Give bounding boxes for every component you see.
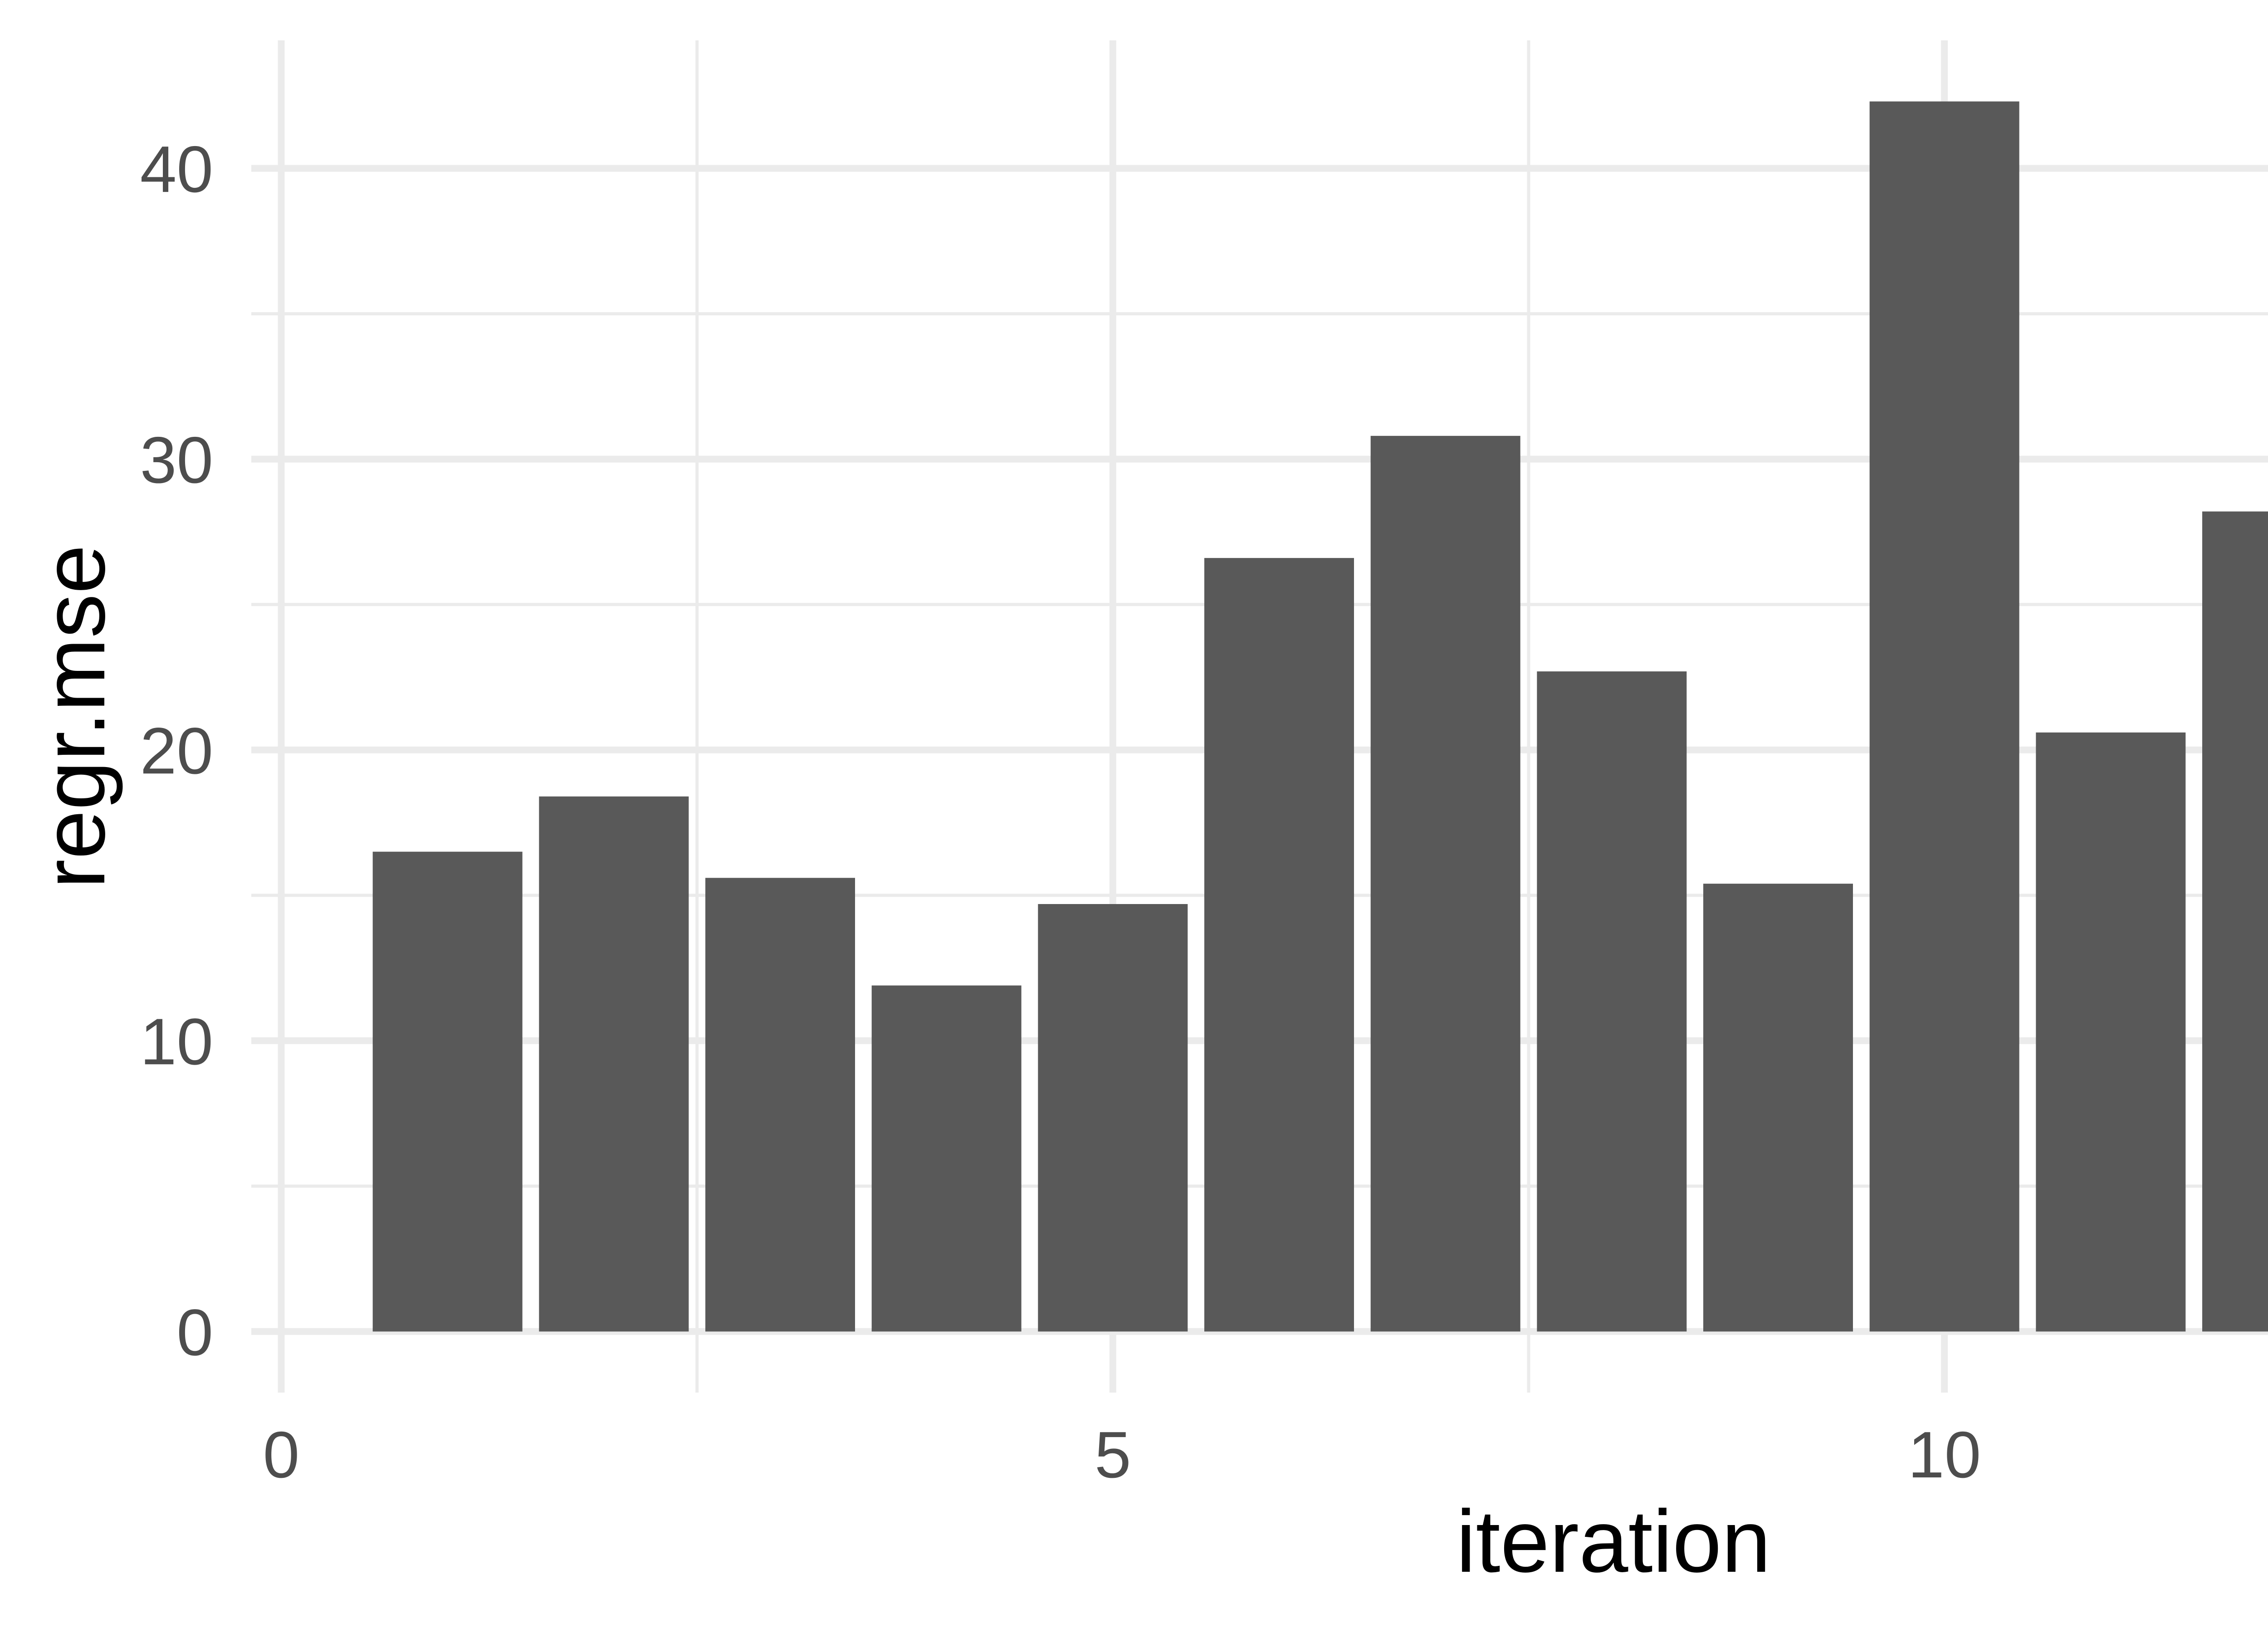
bar — [372, 851, 523, 1332]
bar — [1038, 904, 1188, 1332]
x-axis-title: iteration — [1456, 1492, 1771, 1591]
y-tick-label: 30 — [140, 423, 213, 497]
x-tick-label: 5 — [1095, 1418, 1131, 1491]
bar — [1703, 884, 1853, 1332]
bar — [539, 796, 689, 1332]
bars-group — [372, 101, 2268, 1332]
bar — [1869, 101, 2019, 1332]
y-tick-label: 0 — [176, 1296, 213, 1369]
x-tick-label: 10 — [1908, 1418, 1981, 1491]
x-tick-label: 0 — [263, 1418, 300, 1491]
bar — [2036, 732, 2186, 1332]
bar — [705, 878, 855, 1332]
bar — [1537, 671, 1687, 1332]
y-tick-label: 10 — [140, 1005, 213, 1078]
y-tick-label: 20 — [140, 714, 213, 787]
bar — [1204, 558, 1354, 1332]
bar — [2202, 511, 2268, 1332]
x-axis-tick-labels: 051015 — [263, 1418, 1981, 1491]
y-axis-title: regr.mse — [24, 545, 123, 889]
y-axis-tick-labels: 0 10 20 30 40 — [140, 132, 213, 1369]
y-tick-label: 40 — [140, 132, 213, 206]
bar — [871, 985, 1022, 1332]
bar — [1370, 435, 1520, 1332]
